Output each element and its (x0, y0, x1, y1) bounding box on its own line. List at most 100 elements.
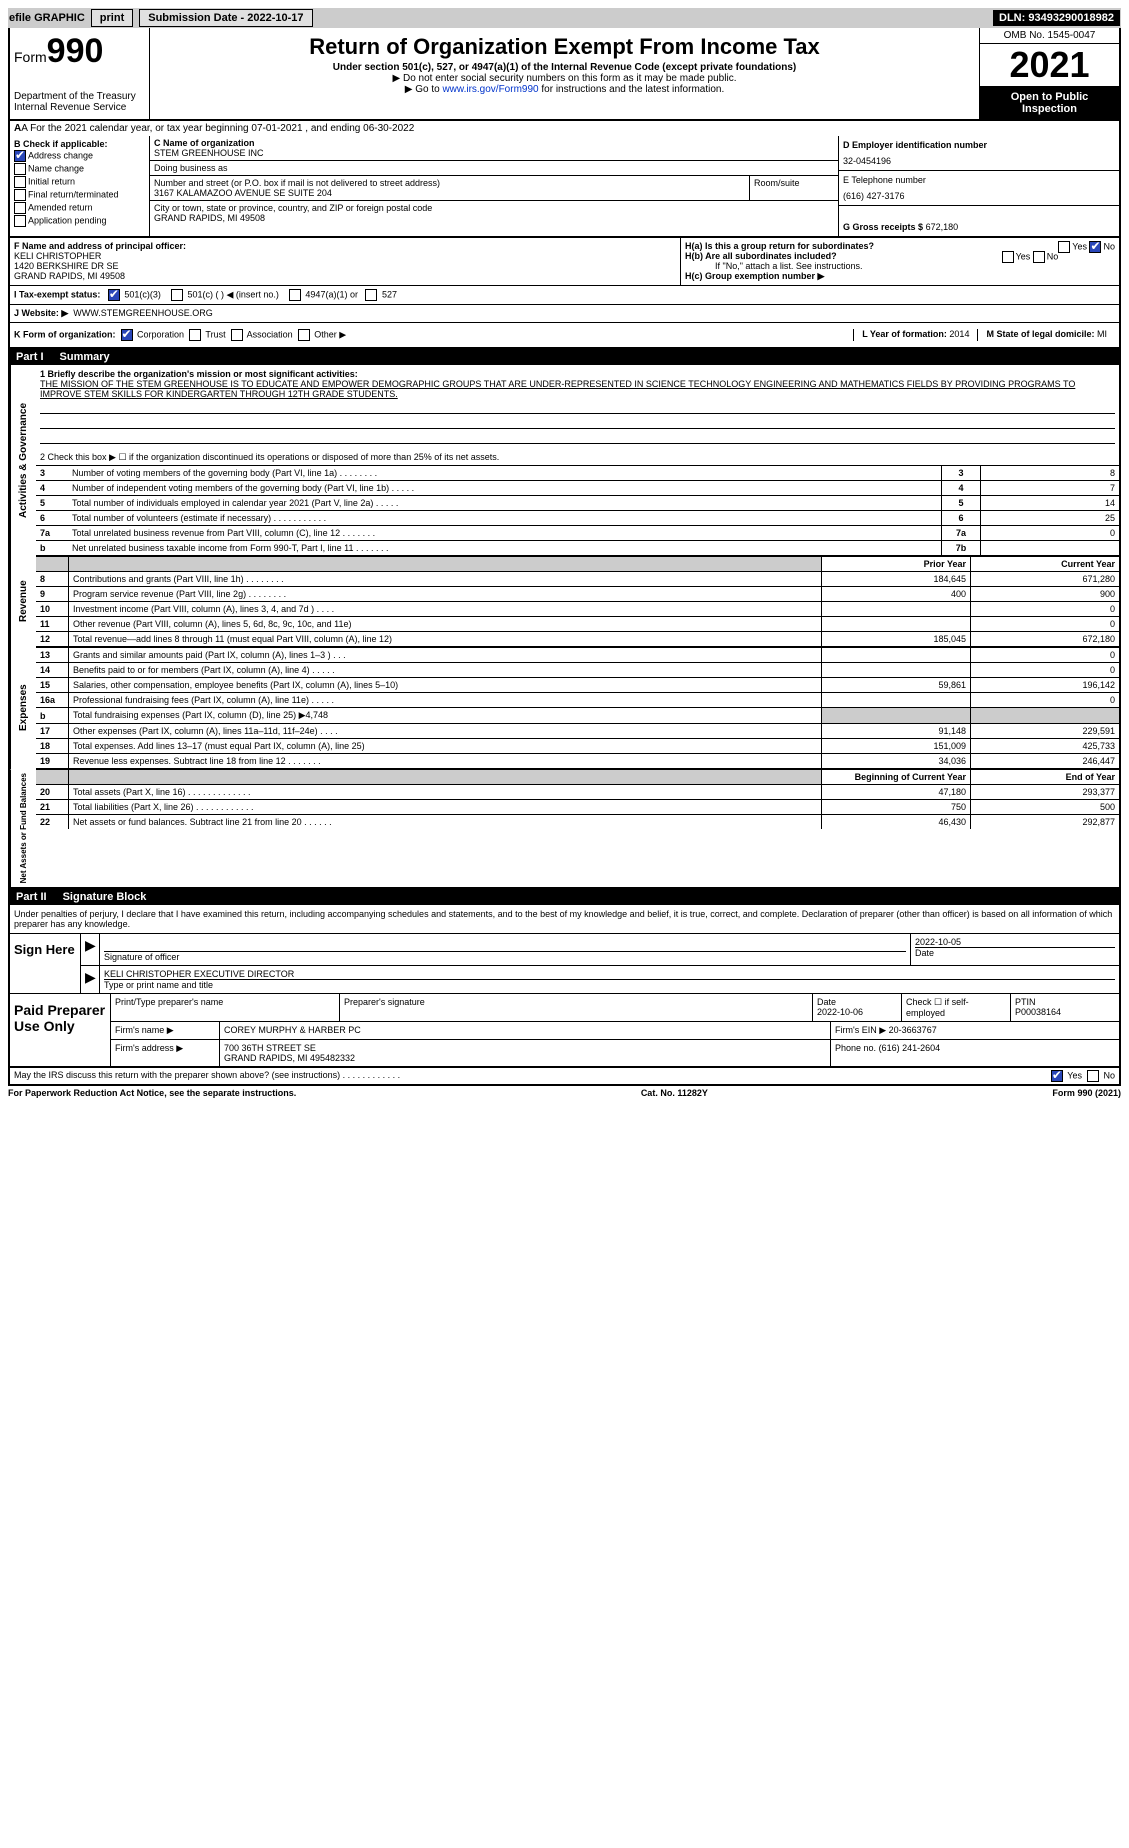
gov-label: Activities & Governance (10, 365, 36, 556)
h-block: H(a) Is this a group return for subordin… (681, 238, 1119, 285)
irs-label: Internal Revenue Service (14, 102, 145, 113)
form-label: Form (14, 49, 47, 65)
table-row: 12Total revenue—add lines 8 through 11 (… (36, 632, 1119, 647)
form-header: Form990 Department of the Treasury Inter… (8, 28, 1121, 121)
table-row: 9Program service revenue (Part VIII, lin… (36, 587, 1119, 602)
submission-date-button[interactable]: Submission Date - 2022-10-17 (139, 9, 312, 27)
cb-501c[interactable] (171, 289, 183, 301)
prep-date: 2022-10-06 (817, 1007, 863, 1017)
firm-ein: 20-3663767 (889, 1025, 937, 1035)
efile-label: efile GRAPHIC (9, 12, 85, 24)
table-row: 5Total number of individuals employed in… (36, 496, 1119, 511)
tax-status-row: I Tax-exempt status: 501(c)(3) 501(c) ( … (8, 286, 1121, 305)
discuss-row: May the IRS discuss this return with the… (8, 1068, 1121, 1086)
table-row: 10Investment income (Part VIII, column (… (36, 602, 1119, 617)
cb-assoc[interactable] (231, 329, 243, 341)
open-public-label: Open to Public Inspection (980, 87, 1119, 119)
org-name: STEM GREENHOUSE INC (154, 148, 834, 158)
table-row: 22Net assets or fund balances. Subtract … (36, 815, 1119, 830)
part1-header: Part I Summary (8, 349, 1121, 365)
exp-table: 13Grants and similar amounts paid (Part … (36, 647, 1119, 768)
table-row: 21Total liabilities (Part X, line 26) . … (36, 800, 1119, 815)
net-label: Net Assets or Fund Balances (10, 769, 36, 887)
firm-phone: (616) 241-2604 (879, 1043, 941, 1053)
table-row: bNet unrelated business taxable income f… (36, 541, 1119, 556)
hb-no[interactable] (1033, 251, 1045, 263)
irs-link[interactable]: www.irs.gov/Form990 (442, 84, 538, 95)
table-row: 20Total assets (Part X, line 16) . . . .… (36, 785, 1119, 800)
hb-yes[interactable] (1002, 251, 1014, 263)
street-address: 3167 KALAMAZOO AVENUE SE SUITE 204 (154, 188, 745, 198)
discuss-no[interactable] (1087, 1070, 1099, 1082)
net-table: Beginning of Current YearEnd of Year 20T… (36, 769, 1119, 829)
print-button[interactable]: print (91, 9, 133, 27)
gov-table: 3Number of voting members of the governi… (36, 465, 1119, 555)
cb-501c3[interactable] (108, 289, 120, 301)
table-row: 11Other revenue (Part VIII, column (A), … (36, 617, 1119, 632)
table-row: 13Grants and similar amounts paid (Part … (36, 648, 1119, 663)
subtitle-3: ▶ Go to www.irs.gov/Form990 for instruct… (154, 84, 975, 95)
cb-corp[interactable] (121, 329, 133, 341)
table-row: 6Total number of volunteers (estimate if… (36, 511, 1119, 526)
column-b: B Check if applicable: Address change Na… (10, 136, 150, 236)
main-info-grid: B Check if applicable: Address change Na… (8, 136, 1121, 238)
cb-527[interactable] (365, 289, 377, 301)
part1-body: Activities & Governance 1 Briefly descri… (8, 365, 1121, 889)
rev-table: Prior YearCurrent Year 8Contributions an… (36, 556, 1119, 646)
mission-text: THE MISSION OF THE STEM GREENHOUSE IS TO… (40, 379, 1075, 399)
ha-yes[interactable] (1058, 241, 1070, 253)
exp-section: 13Grants and similar amounts paid (Part … (36, 647, 1119, 769)
cb-other[interactable] (298, 329, 310, 341)
sign-here-label: Sign Here (10, 933, 80, 993)
table-row: 14Benefits paid to or for members (Part … (36, 663, 1119, 678)
part2-header: Part II Signature Block (8, 889, 1121, 905)
column-d: D Employer identification number 32-0454… (839, 136, 1119, 236)
officer-typed: KELI CHRISTOPHER EXECUTIVE DIRECTOR (104, 969, 1115, 980)
table-row: 17Other expenses (Part IX, column (A), l… (36, 724, 1119, 739)
column-c: C Name of organization STEM GREENHOUSE I… (150, 136, 839, 236)
year-formation: 2014 (949, 329, 969, 339)
table-row: 15Salaries, other compensation, employee… (36, 678, 1119, 693)
ein-value: 32-0454196 (843, 150, 1115, 166)
cb-trust[interactable] (189, 329, 201, 341)
checkbox-address-change[interactable] (14, 150, 26, 162)
website-url: WWW.STEMGREENHOUSE.ORG (73, 308, 213, 319)
signature-block: Under penalties of perjury, I declare th… (8, 905, 1121, 1068)
footer: For Paperwork Reduction Act Notice, see … (8, 1086, 1121, 1100)
table-row: 16aProfessional fundraising fees (Part I… (36, 693, 1119, 708)
section-a: AA For the 2021 calendar year, or tax ye… (8, 121, 1121, 136)
f-block: F Name and address of principal officer:… (10, 238, 681, 285)
omb-label: OMB No. 1545-0047 (980, 28, 1119, 43)
line2: 2 Check this box ▶ ☐ if the organization… (36, 450, 1119, 465)
checkbox-name-change[interactable] (14, 163, 26, 175)
rev-label: Revenue (10, 556, 36, 647)
checkbox-amended[interactable] (14, 202, 26, 214)
checkbox-initial-return[interactable] (14, 176, 26, 188)
ha-no[interactable] (1089, 241, 1101, 253)
form-number: 990 (47, 32, 104, 70)
officer-name: KELI CHRISTOPHER (14, 251, 101, 261)
table-row: 7aTotal unrelated business revenue from … (36, 526, 1119, 541)
net-section: Beginning of Current YearEnd of Year 20T… (36, 769, 1119, 887)
table-row: 3Number of voting members of the governi… (36, 466, 1119, 481)
discuss-yes[interactable] (1051, 1070, 1063, 1082)
gross-receipts: 672,180 (926, 222, 959, 232)
table-row: 4Number of independent voting members of… (36, 481, 1119, 496)
arrow-icon: ▶ (85, 937, 96, 953)
k-row: K Form of organization: Corporation Trus… (8, 323, 1121, 349)
checkbox-final-return[interactable] (14, 189, 26, 201)
gov-section: 1 Briefly describe the organization's mi… (36, 365, 1119, 556)
checkbox-app-pending[interactable] (14, 215, 26, 227)
table-row: 8Contributions and grants (Part VIII, li… (36, 572, 1119, 587)
city-state-zip: GRAND RAPIDS, MI 49508 (154, 213, 834, 223)
header-center: Return of Organization Exempt From Incom… (150, 28, 979, 119)
ptin: P00038164 (1015, 1007, 1061, 1017)
declaration: Under penalties of perjury, I declare th… (10, 905, 1119, 933)
subtitle-1: Under section 501(c), 527, or 4947(a)(1)… (154, 62, 975, 73)
tax-year: 2021 (980, 43, 1119, 87)
header-left: Form990 Department of the Treasury Inter… (10, 28, 150, 119)
exp-label: Expenses (10, 647, 36, 769)
table-row: 19Revenue less expenses. Subtract line 1… (36, 754, 1119, 769)
cb-4947[interactable] (289, 289, 301, 301)
sig-date: 2022-10-05 (915, 937, 1115, 948)
